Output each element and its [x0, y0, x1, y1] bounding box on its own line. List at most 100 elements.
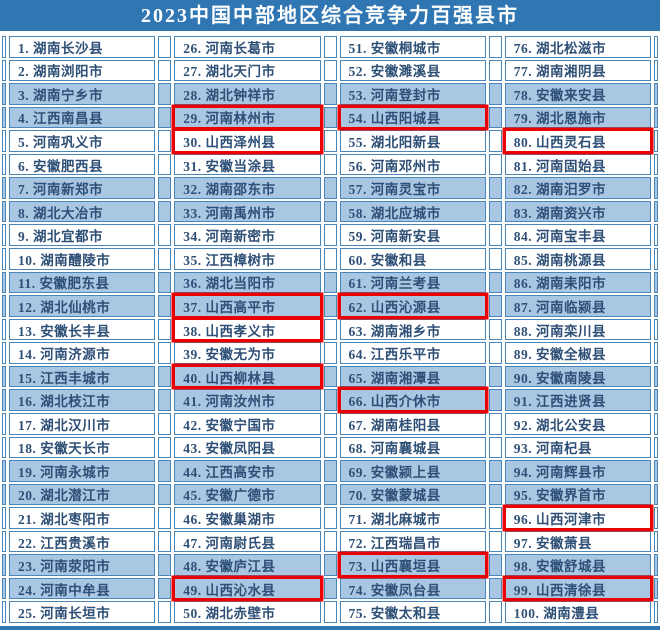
rank-cell-100: 100. 湖南澧县 — [504, 601, 651, 623]
rank-cell-64: 64. 江西乐平市 — [339, 342, 486, 364]
divider-cell — [654, 36, 658, 58]
rank-cell-35: 35. 江西樟树市 — [174, 248, 321, 270]
divider-cell — [654, 507, 658, 529]
rank-cell-25: 25. 河南长垣市 — [9, 601, 156, 623]
divider-cell — [488, 389, 502, 411]
divider-strip — [323, 36, 337, 623]
right-edge-strip — [654, 36, 658, 623]
rank-cell-74: 74. 安徽凤台县 — [339, 577, 486, 600]
divider-cell — [323, 36, 337, 58]
rank-cell-84: 84. 河南宝丰县 — [504, 224, 651, 247]
rank-cell-59: 59. 河南新安县 — [339, 224, 486, 247]
divider-cell — [654, 130, 658, 152]
divider-cell — [323, 106, 337, 129]
divider-cell — [158, 318, 172, 341]
rank-cell-45: 45. 安徽广德市 — [174, 483, 321, 506]
divider-cell — [2, 200, 6, 223]
divider-cell — [2, 153, 6, 176]
rank-cell-78: 78. 安徽来安县 — [504, 83, 651, 105]
rank-cell-56: 56. 河南邓州市 — [339, 153, 486, 176]
rank-cell-43: 43. 安徽凤阳县 — [174, 436, 321, 459]
rank-cell-48: 48. 安徽庐江县 — [174, 554, 321, 576]
rank-cell-61: 61. 河南兰考县 — [339, 271, 486, 294]
divider-cell — [158, 483, 172, 506]
divider-cell — [654, 271, 658, 294]
divider-cell — [488, 271, 502, 294]
divider-cell — [488, 59, 502, 82]
divider-cell — [158, 389, 172, 411]
divider-cell — [323, 365, 337, 388]
rank-cell-68: 68. 河南襄城县 — [339, 436, 486, 459]
rank-cell-11: 11. 安徽肥东县 — [9, 271, 156, 294]
divider-strip — [488, 36, 502, 623]
rank-cell-42: 42. 安徽宁国市 — [174, 412, 321, 435]
divider-cell — [158, 153, 172, 176]
divider-cell — [2, 295, 6, 317]
rank-cell-16: 16. 湖北枝江市 — [9, 389, 156, 411]
rank-cell-46: 46. 安徽巢湖市 — [174, 507, 321, 529]
rank-cell-1: 1. 湖南长沙县 — [9, 36, 156, 58]
rank-cell-54-highlighted: 54. 山西阳城县 — [339, 106, 486, 129]
rank-cell-58: 58. 湖北应城市 — [339, 200, 486, 223]
divider-cell — [2, 365, 6, 388]
rank-cell-47: 47. 河南尉氏县 — [174, 530, 321, 553]
rank-column-4: 76. 湖北松滋市 77. 湖南湘阴县 78. 安徽来安县 79. 湖北恩施市 80. … — [504, 36, 651, 623]
divider-cell — [2, 601, 6, 623]
ranking-grid: 1. 湖南长沙县 2. 湖南浏阳市 3. 湖南宁乡市 4. 江西南昌县 5. 河南巩义市… — [0, 31, 660, 626]
rank-cell-96-highlighted: 96. 山西河津市 — [504, 507, 651, 529]
divider-cell — [158, 224, 172, 247]
rank-cell-4: 4. 江西南昌县 — [9, 106, 156, 129]
divider-cell — [488, 460, 502, 482]
divider-cell — [323, 271, 337, 294]
rank-cell-36: 36. 湖北当阳市 — [174, 271, 321, 294]
divider-cell — [2, 271, 6, 294]
rank-cell-30-highlighted: 30. 山西泽州县 — [174, 130, 321, 152]
divider-cell — [654, 106, 658, 129]
rank-cell-83: 83. 湖南资兴市 — [504, 200, 651, 223]
divider-cell — [488, 412, 502, 435]
divider-cell — [2, 554, 6, 576]
divider-cell — [488, 200, 502, 223]
divider-cell — [654, 389, 658, 411]
rank-cell-73-highlighted: 73. 山西襄垣县 — [339, 554, 486, 576]
divider-cell — [323, 224, 337, 247]
divider-cell — [323, 530, 337, 553]
divider-cell — [323, 483, 337, 506]
rank-cell-99-highlighted: 99. 山西清徐县 — [504, 577, 651, 600]
divider-cell — [654, 530, 658, 553]
rank-cell-6: 6. 安徽肥西县 — [9, 153, 156, 176]
rank-cell-14: 14. 河南济源市 — [9, 342, 156, 364]
divider-cell — [488, 554, 502, 576]
rank-cell-65: 65. 湖南湘潭县 — [339, 365, 486, 388]
divider-cell — [488, 153, 502, 176]
rank-cell-76: 76. 湖北松滋市 — [504, 36, 651, 58]
rank-cell-86: 86. 湖南耒阳市 — [504, 271, 651, 294]
rank-cell-94: 94. 河南辉县市 — [504, 460, 651, 482]
divider-cell — [323, 295, 337, 317]
rank-cell-33: 33. 河南禹州市 — [174, 200, 321, 223]
divider-strip — [158, 36, 172, 623]
rank-cell-24: 24. 河南中牟县 — [9, 577, 156, 600]
divider-cell — [2, 318, 6, 341]
rank-cell-9: 9. 湖北宜都市 — [9, 224, 156, 247]
divider-cell — [2, 224, 6, 247]
left-edge-strip — [2, 36, 6, 623]
divider-cell — [2, 577, 6, 600]
divider-cell — [488, 365, 502, 388]
divider-cell — [158, 177, 172, 199]
rank-cell-18: 18. 安徽天长市 — [9, 436, 156, 459]
divider-cell — [2, 483, 6, 506]
divider-cell — [158, 342, 172, 364]
rank-cell-62-highlighted: 62. 山西沁源县 — [339, 295, 486, 317]
divider-cell — [654, 601, 658, 623]
divider-cell — [488, 507, 502, 529]
title-bar: 2023中国中部地区综合竞争力百强县市 — [0, 0, 660, 31]
rank-cell-50: 50. 湖北赤壁市 — [174, 601, 321, 623]
divider-cell — [158, 106, 172, 129]
divider-cell — [488, 106, 502, 129]
divider-cell — [654, 365, 658, 388]
divider-cell — [323, 460, 337, 482]
rank-cell-85: 85. 湖南桃源县 — [504, 248, 651, 270]
rank-cell-17: 17. 湖北汉川市 — [9, 412, 156, 435]
divider-cell — [654, 153, 658, 176]
